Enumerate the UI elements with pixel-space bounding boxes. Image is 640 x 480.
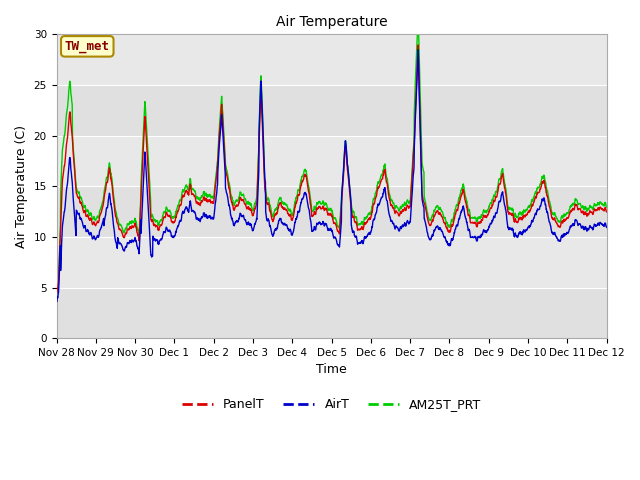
Bar [56,85,607,136]
Bar [56,136,607,186]
Y-axis label: Air Temperature (C): Air Temperature (C) [15,125,28,248]
X-axis label: Time: Time [316,363,347,376]
Bar [56,237,607,288]
Legend: PanelT, AirT, AM25T_PRT: PanelT, AirT, AM25T_PRT [177,393,486,416]
Bar [56,35,607,85]
Title: Air Temperature: Air Temperature [276,15,387,29]
Bar [56,288,607,338]
Bar [56,186,607,237]
Text: TW_met: TW_met [65,40,110,53]
